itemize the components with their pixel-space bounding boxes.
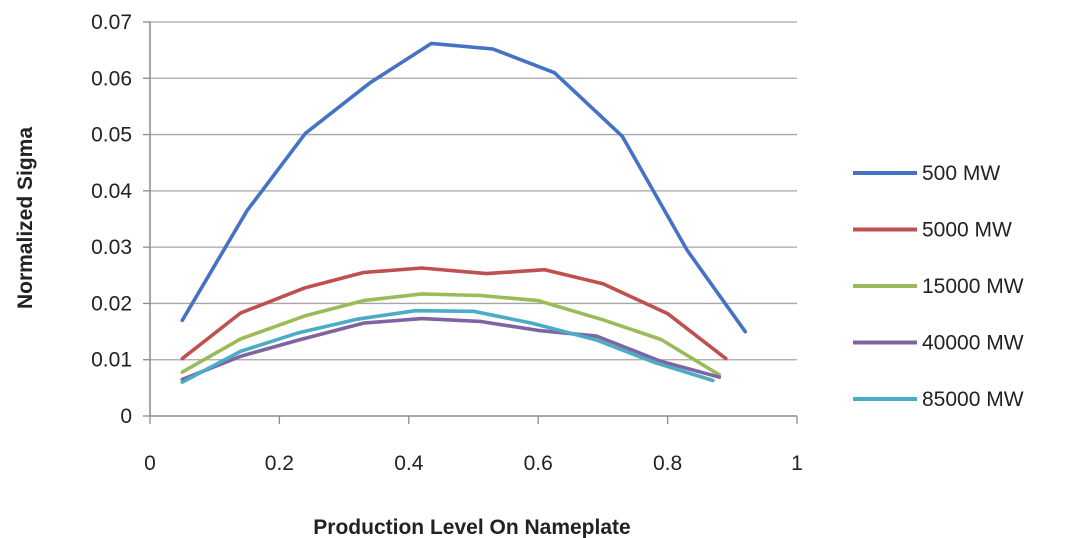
legend-label: 40000 MW	[922, 332, 1024, 355]
x-tick-label: 0.8	[653, 452, 682, 475]
axes	[143, 21, 798, 424]
y-tick-label: 0.07	[91, 11, 132, 34]
series-lines	[180, 41, 748, 385]
legend-label: 500 MW	[922, 162, 1000, 185]
legend-item: 500 MW	[853, 162, 1000, 185]
y-tick-label: 0.01	[91, 349, 132, 372]
y-tick-label: 0.05	[91, 124, 132, 147]
y-axis-title: Normalized Sigma	[14, 127, 37, 309]
y-tick-label: 0	[120, 405, 132, 428]
y-tick-label: 0.04	[91, 180, 132, 203]
x-tick-label: 0.2	[265, 452, 294, 475]
y-tick-label: 0.03	[91, 236, 132, 259]
x-tick-labels: 0 0.2 0.4 0.6 0.8 1	[144, 452, 803, 475]
gridlines	[150, 21, 797, 361]
legend-label: 85000 MW	[922, 388, 1024, 411]
legend-label: 15000 MW	[922, 275, 1024, 298]
x-tick-label: 0.6	[524, 452, 553, 475]
legend-item: 5000 MW	[853, 219, 1012, 242]
x-tick-label: 0.4	[394, 452, 424, 475]
legend-item: 15000 MW	[853, 275, 1024, 298]
legend: 500 MW 5000 MW 15000 MW 40000 MW 85000 MW	[853, 162, 1024, 411]
x-tick-label: 1	[791, 452, 803, 475]
series-line-15000-mw	[180, 292, 722, 377]
y-tick-label: 0.02	[91, 292, 132, 315]
x-axis-title: Production Level On Nameplate	[313, 516, 630, 538]
series-line-5000-mw	[180, 266, 728, 361]
legend-label: 5000 MW	[922, 219, 1012, 242]
y-tick-label: 0.06	[91, 67, 132, 90]
y-tick-labels: 0 0.01 0.02 0.03 0.04 0.05 0.06 0.07	[91, 11, 132, 428]
series-line-40000-mw	[180, 316, 722, 382]
legend-item: 40000 MW	[853, 332, 1024, 355]
series-line-85000-mw	[180, 308, 715, 385]
legend-item: 85000 MW	[853, 388, 1024, 411]
x-tick-label: 0	[144, 452, 156, 475]
series-line-500-mw	[180, 41, 748, 334]
